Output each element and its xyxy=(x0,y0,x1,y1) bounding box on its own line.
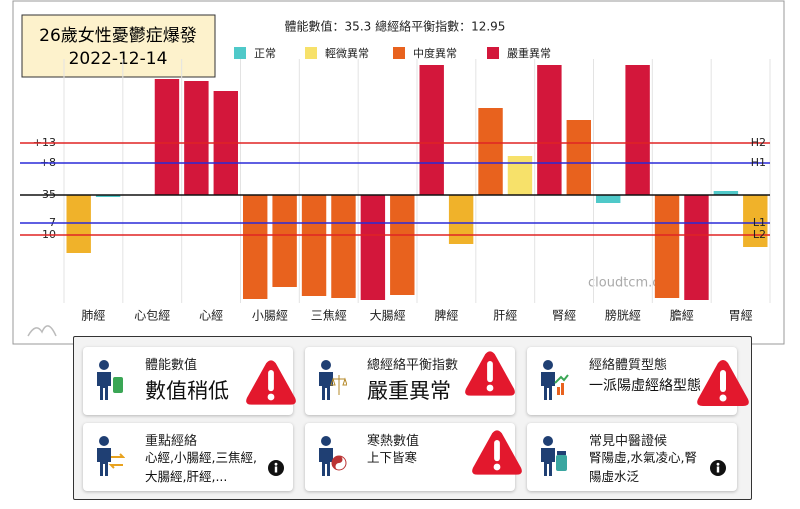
card-value: 一派陽虛經絡型態 xyxy=(589,378,701,394)
x-tick-label: 心經 xyxy=(199,309,223,323)
title-box xyxy=(21,14,216,78)
x-tick-label: 三焦經 xyxy=(311,309,347,323)
bar xyxy=(95,195,121,197)
logo xyxy=(27,325,57,337)
card-label: 總經絡平衡指數 xyxy=(367,358,459,373)
x-tick-label: 膀胱經 xyxy=(605,308,641,323)
legend-label: 嚴重異常 xyxy=(507,46,551,60)
warning-icon xyxy=(696,359,750,407)
card-value: 上下皆寒 xyxy=(367,450,418,465)
chart-title: 26歲女性憂鬱症爆發 xyxy=(39,26,197,46)
bar xyxy=(713,191,739,195)
bar xyxy=(360,195,386,300)
bar xyxy=(184,81,209,195)
bar xyxy=(419,65,444,195)
legend-label: 正常 xyxy=(254,47,276,60)
x-tick-label: 脾經 xyxy=(434,308,458,323)
warning-icon xyxy=(471,429,523,476)
bar xyxy=(390,195,415,295)
bar xyxy=(478,108,503,195)
chart-subtitle: 2022-12-14 xyxy=(69,49,168,69)
bar xyxy=(566,120,591,195)
reference-label: H1 xyxy=(751,156,766,169)
card-value: 數值稍低 xyxy=(145,379,229,403)
icon xyxy=(93,359,123,401)
bar xyxy=(654,195,680,298)
icon xyxy=(93,435,125,477)
x-tick-label: 大腸經 xyxy=(370,309,406,323)
card-value: 嚴重異常 xyxy=(367,379,451,403)
bar xyxy=(537,65,562,195)
legend-label: 中度異常 xyxy=(413,46,457,60)
card-label: 重點經絡 xyxy=(145,434,198,449)
card: 總經絡平衡指數 嚴重異常 xyxy=(305,347,515,415)
warning-icon xyxy=(464,350,516,397)
card-label: 常見中醫證候 xyxy=(589,434,668,449)
icon xyxy=(315,435,347,477)
card-label: 體能數值 xyxy=(145,358,198,373)
x-tick-label: 肝經 xyxy=(493,309,517,323)
card: 常見中醫證候 腎陽虛,水氣凌心,腎陽虛水泛 xyxy=(527,423,737,491)
x-tick-label: 小腸經 xyxy=(252,309,288,323)
x-tick-label: 膽經 xyxy=(670,308,694,323)
x-tick-label: 胃經 xyxy=(729,309,753,323)
bar xyxy=(154,79,180,195)
icon xyxy=(537,359,569,401)
x-tick-label: 心包經 xyxy=(134,309,170,323)
bar xyxy=(684,195,709,300)
bar xyxy=(596,195,621,203)
card-value: 心經,小腸經,三焦經,大腸經,肝經,... xyxy=(145,450,257,484)
bar xyxy=(272,195,297,287)
card-value: 腎陽虛,水氣凌心,腎陽虛水泛 xyxy=(589,450,697,484)
chart: 26歲女性憂鬱症爆發 2022-12-14 體能數值：35.3 總經絡平衡指數：… xyxy=(12,0,785,345)
reference-label: L1 xyxy=(753,216,766,229)
chart-header: 體能數值：35.3 總經絡平衡指數：12.95 xyxy=(285,19,506,34)
bar xyxy=(331,195,356,298)
card-label: 經絡體質型態 xyxy=(589,358,668,373)
bar xyxy=(66,195,91,253)
summary-panel: 體能數值 數值稍低 總經絡平衡指數 嚴重異常 經絡體質型態 一派陽虛經絡型態 重… xyxy=(73,336,752,500)
bar xyxy=(743,195,768,247)
info-icon[interactable] xyxy=(710,460,726,476)
legend-label: 輕微異常 xyxy=(325,46,369,60)
bar xyxy=(507,156,533,195)
info-icon[interactable] xyxy=(268,460,284,476)
reference-label: L2 xyxy=(753,228,766,241)
warning-icon xyxy=(245,359,297,406)
legend-swatch xyxy=(393,47,405,59)
icon xyxy=(315,359,347,401)
reference-label: H2 xyxy=(751,136,766,149)
legend-swatch xyxy=(487,47,499,59)
icon xyxy=(537,435,567,477)
legend-swatch xyxy=(234,47,246,59)
legend-swatch xyxy=(305,47,317,59)
bar xyxy=(301,195,327,296)
x-tick-label: 肺經 xyxy=(81,309,105,323)
bar xyxy=(448,195,474,244)
x-tick-label: 腎經 xyxy=(552,309,576,323)
card-label: 寒熱數值 xyxy=(367,434,420,449)
card: 重點經絡 心經,小腸經,三焦經,大腸經,肝經,... xyxy=(83,423,293,491)
bar xyxy=(243,195,268,299)
bar xyxy=(625,65,650,195)
